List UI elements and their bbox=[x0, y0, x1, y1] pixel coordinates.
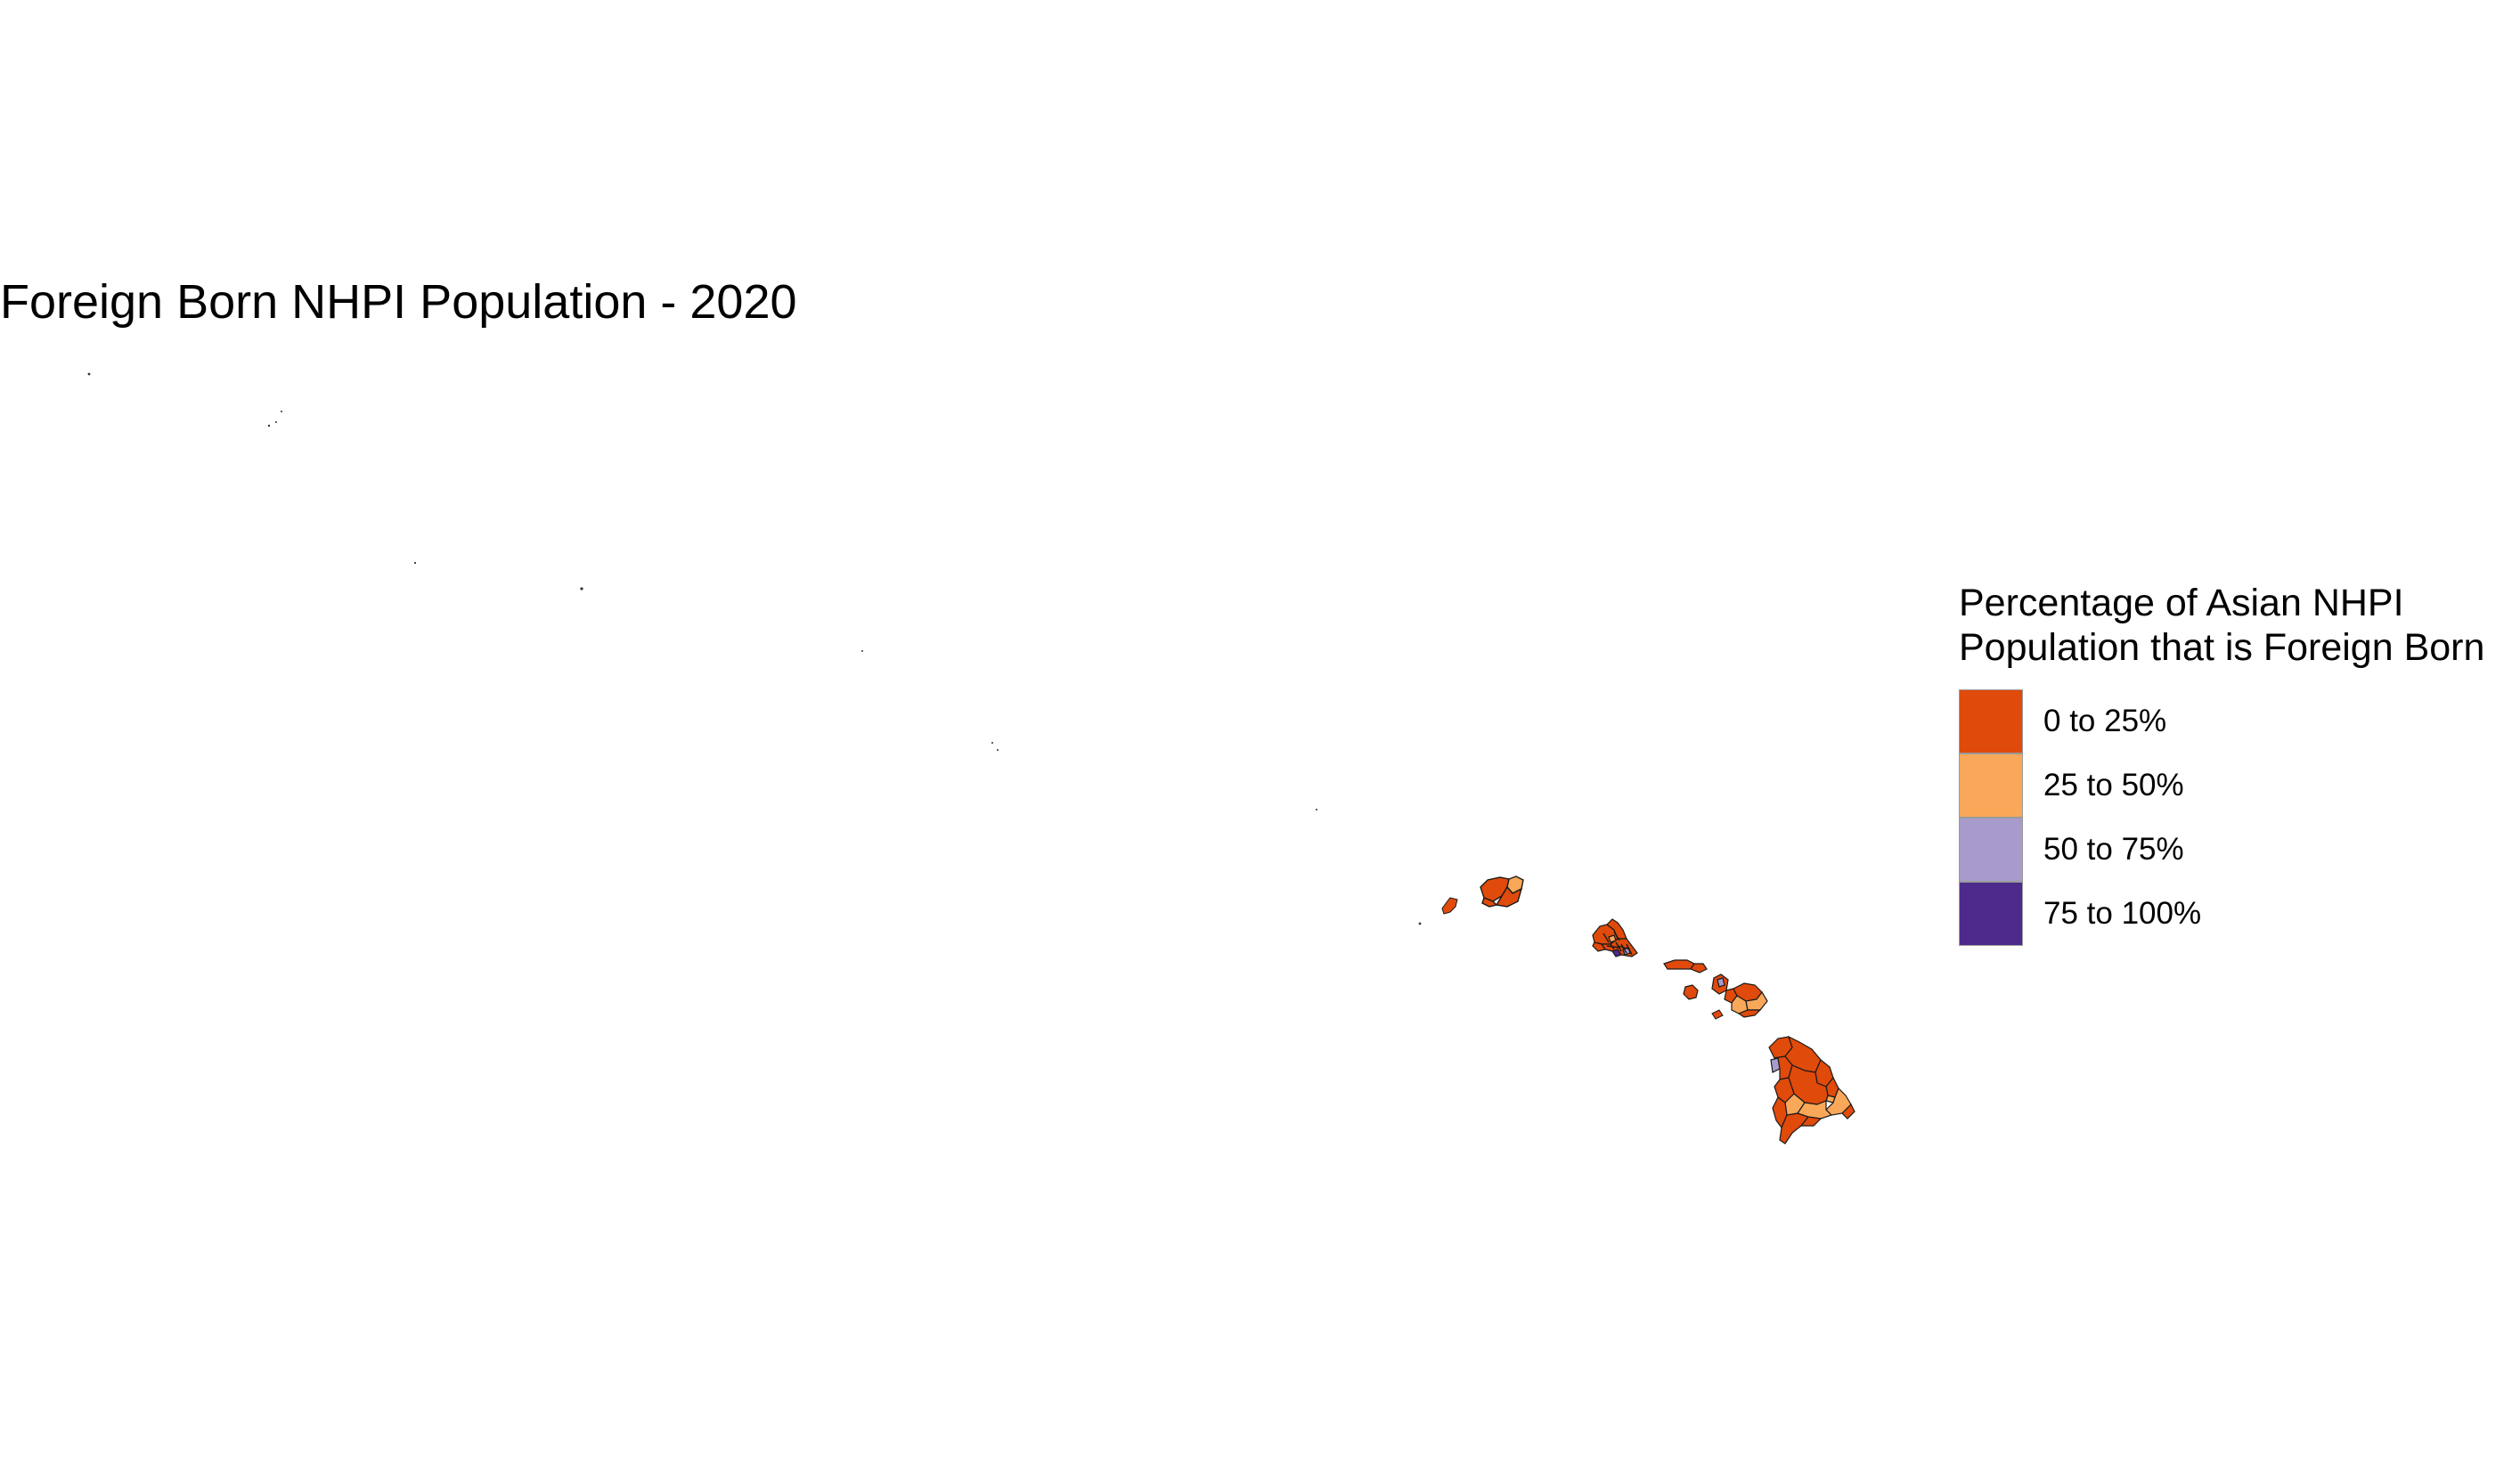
tract-oahu-dense-lines bbox=[1603, 931, 1633, 956]
tract-molokai-2 bbox=[1690, 963, 1708, 973]
island-kahoolawe bbox=[1711, 1009, 1724, 1020]
tract-maui-west-inner bbox=[1717, 977, 1725, 988]
legend-swatch-0-25 bbox=[1959, 689, 2023, 753]
legend-title-line-1: Percentage of Asian NHPI bbox=[1959, 582, 2404, 624]
northwestern-islands bbox=[87, 372, 1422, 925]
tract-kauai-4 bbox=[1481, 897, 1498, 908]
legend-label: 75 to 100% bbox=[2043, 896, 2202, 931]
legend-item: 75 to 100% bbox=[1959, 882, 2484, 946]
legend-swatch-50-75 bbox=[1959, 818, 2023, 882]
island-kauai bbox=[1480, 876, 1524, 908]
island-oahu bbox=[1592, 918, 1638, 957]
island-speck bbox=[580, 587, 583, 591]
island-speck bbox=[275, 421, 277, 423]
legend-label: 25 to 50% bbox=[2043, 768, 2184, 802]
tract-hawaii-puna-east bbox=[1841, 1103, 1855, 1120]
island-niihau bbox=[1441, 897, 1458, 915]
tract-hawaii-south-point bbox=[1779, 1112, 1810, 1144]
legend-item: 25 to 50% bbox=[1959, 753, 2484, 818]
tract-oahu-5 bbox=[1611, 949, 1622, 957]
tract-lanai bbox=[1683, 984, 1699, 1000]
tract-oahu-2 bbox=[1606, 918, 1627, 940]
tract-kahoolawe bbox=[1711, 1009, 1724, 1020]
map-title: Foreign Born NHPI Population - 2020 bbox=[0, 275, 797, 329]
legend-title-line-2: Population that is Foreign Born bbox=[1959, 626, 2485, 669]
island-speck bbox=[1418, 922, 1422, 925]
island-speck bbox=[413, 561, 417, 565]
legend: Percentage of Asian NHPI Population that… bbox=[1959, 581, 2484, 946]
legend-swatch-75-100 bbox=[1959, 882, 2023, 946]
legend-label: 0 to 25% bbox=[2043, 704, 2167, 738]
legend-swatch-25-50 bbox=[1959, 753, 2023, 818]
island-speck bbox=[1316, 809, 1317, 810]
legend-items: 0 to 25% 25 to 50% 50 to 75% 75 to 100% bbox=[1959, 689, 2484, 946]
island-speck bbox=[861, 650, 863, 652]
tract-niihau bbox=[1441, 897, 1458, 915]
island-speck bbox=[997, 749, 999, 751]
tract-molokai-1 bbox=[1663, 959, 1695, 970]
island-speck bbox=[281, 411, 282, 412]
tract-oahu-4 bbox=[1592, 941, 1606, 952]
island-hawaii bbox=[1768, 1035, 1855, 1144]
tract-oahu-7 bbox=[1608, 934, 1617, 943]
island-speck bbox=[267, 424, 271, 428]
legend-label: 50 to 75% bbox=[2043, 832, 2184, 867]
tract-kauai-3 bbox=[1495, 885, 1523, 908]
island-maui bbox=[1711, 973, 1768, 1018]
legend-item: 50 to 75% bbox=[1959, 818, 2484, 882]
island-speck bbox=[87, 372, 91, 376]
island-speck bbox=[991, 742, 993, 744]
tract-maui-east-4 bbox=[1737, 1009, 1762, 1018]
island-molokai bbox=[1663, 959, 1708, 973]
island-lanai bbox=[1683, 984, 1699, 1000]
legend-title: Percentage of Asian NHPI Population that… bbox=[1959, 581, 2484, 670]
legend-item: 0 to 25% bbox=[1959, 689, 2484, 753]
tract-hawaii-kau-east bbox=[1799, 1116, 1823, 1127]
